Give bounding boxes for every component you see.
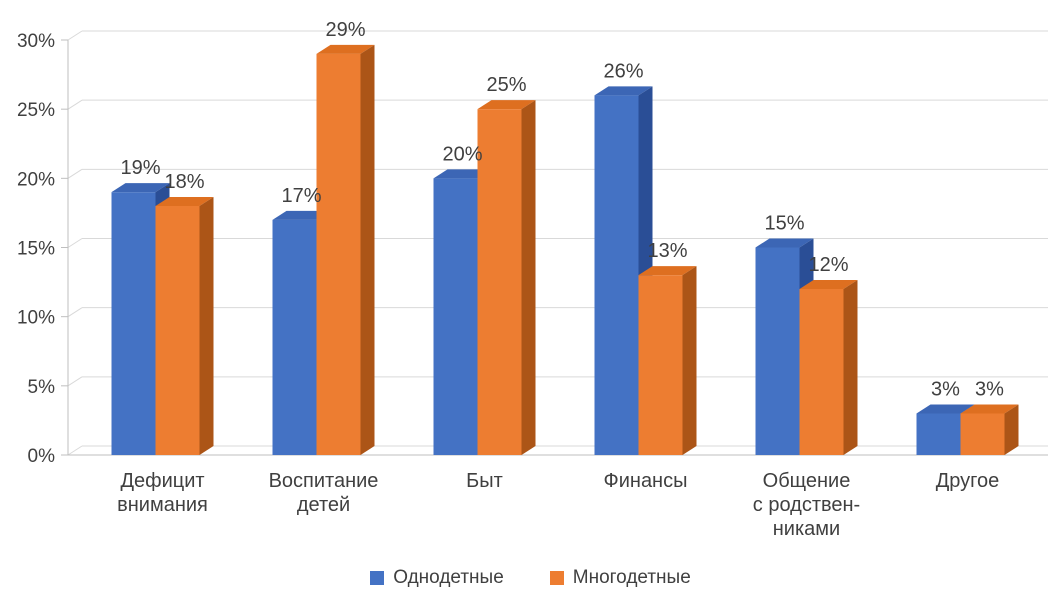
bar-value-label: 20% <box>442 143 482 165</box>
bar-top-face <box>594 86 653 96</box>
bar-top-face <box>272 210 331 220</box>
bar <box>638 275 683 455</box>
bar-value-label: 13% <box>647 240 687 262</box>
bar-value-label: 15% <box>764 213 804 235</box>
legend-label-series-1: Многодетные <box>572 567 691 588</box>
legend-swatch-series-0 <box>370 571 385 585</box>
bar-value-label: 12% <box>808 254 848 276</box>
bar-value-label: 17% <box>281 185 321 207</box>
bar-side-face <box>682 266 697 455</box>
chart-svg: 0% 5% 10% 15% 20% 25% 30% 19% 17% 20% 26% 15% 3% 18% 2… <box>17 19 1048 540</box>
y-axis-label: 5% <box>28 377 56 398</box>
bar-top-face <box>111 183 170 193</box>
bar <box>272 219 317 455</box>
bar <box>594 95 639 455</box>
category-label: Воспитание детей <box>269 470 379 516</box>
bar-value-label: 18% <box>164 171 204 193</box>
bar-top-face <box>916 404 975 414</box>
legend-label-series-0: Однодетные <box>393 567 504 588</box>
bar <box>799 289 844 455</box>
chart-legend: Однодетные Многодетные <box>0 567 1061 589</box>
gridline-depth <box>67 376 83 387</box>
bar-top-face <box>960 404 1019 414</box>
bar-side-face <box>360 44 375 455</box>
bar-top-face <box>433 169 492 179</box>
bar <box>111 192 156 455</box>
bar-side-face <box>1004 404 1019 455</box>
bar <box>960 413 1005 455</box>
bar <box>433 178 478 456</box>
bar-value-label: 3% <box>975 379 1004 401</box>
bar-value-label: 19% <box>120 157 160 179</box>
gridline-depth <box>67 307 83 318</box>
gridline-depth <box>67 30 83 41</box>
bar <box>755 247 800 455</box>
bar-top-face <box>477 100 536 110</box>
bar-value-label: 3% <box>931 379 960 401</box>
y-axis-label: 10% <box>17 308 55 329</box>
y-axis-label: 25% <box>17 100 55 121</box>
legend-item-series-1: Многодетные <box>549 567 691 589</box>
category-label: Дефицит внимания <box>117 470 208 516</box>
category-label: Другое <box>936 470 1000 492</box>
category-label: Финансы <box>604 470 688 492</box>
legend-swatch-series-1 <box>549 571 564 585</box>
bar <box>316 53 361 455</box>
gridline-depth <box>67 168 83 179</box>
legend-item-series-0: Однодетные <box>370 567 504 589</box>
bar-value-label: 26% <box>603 60 643 82</box>
gridline-depth <box>67 238 83 248</box>
bar-top-face <box>799 280 858 289</box>
category-label: Общение с родствен-никами <box>753 470 860 540</box>
bar <box>916 413 961 455</box>
y-axis-label: 30% <box>17 31 55 52</box>
bar <box>155 206 200 455</box>
bar-top-face <box>316 44 375 54</box>
bar-side-face <box>199 197 214 455</box>
bar-side-face <box>521 100 536 456</box>
bar-top-face <box>638 266 697 276</box>
gridline-depth <box>67 99 83 110</box>
y-axis-label: 15% <box>17 239 55 260</box>
y-axis-label: 20% <box>17 169 55 190</box>
bar-top-face <box>755 238 814 248</box>
gridline-depth <box>67 445 83 456</box>
bar-side-face <box>843 280 858 455</box>
bar-top-face <box>155 197 214 206</box>
bar <box>477 109 522 456</box>
y-axis-label: 0% <box>28 446 56 467</box>
category-label: Быт <box>466 470 503 492</box>
bar-value-label: 29% <box>325 19 365 41</box>
bar-value-label: 25% <box>486 74 526 96</box>
